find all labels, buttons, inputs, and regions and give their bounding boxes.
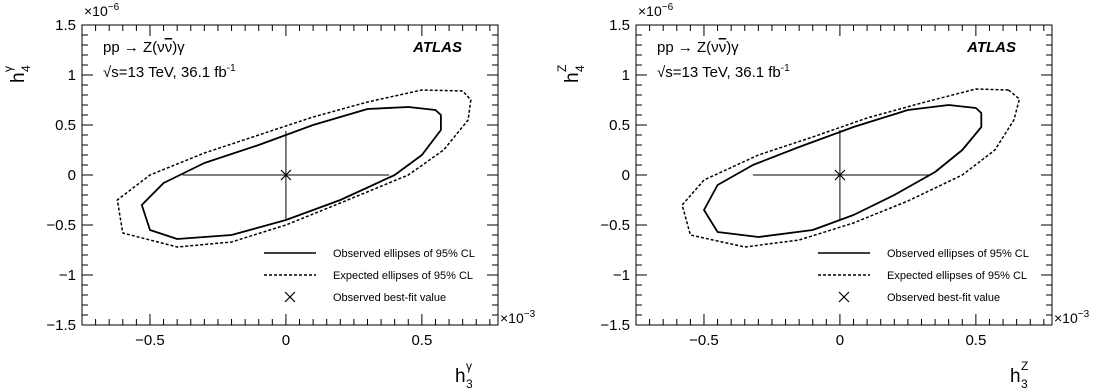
y-axis-title-sup: γ (1, 66, 15, 72)
x-axis-title-sub: 3 (1021, 377, 1028, 391)
legend-entry: Observed ellipses of 95% CL (818, 248, 1029, 260)
legend-label: Observed ellipses of 95% CL (333, 248, 475, 260)
x-axis-title-base: h (1010, 366, 1021, 387)
legend-entry: Observed best-fit value (284, 291, 446, 304)
best-fit-marker (834, 169, 846, 181)
y-tick-label: 0 (68, 167, 76, 184)
y-axis-title: hγ 4 (1, 65, 33, 83)
y-tick-label: −1 (613, 267, 630, 284)
y-axis-title-sub: 4 (573, 65, 587, 72)
observed-contour (703, 104, 983, 238)
x-axis-title-sub: 3 (466, 377, 473, 391)
y-tick-label: 0.5 (609, 117, 630, 134)
x-axis-title: h γ 3 (455, 359, 473, 391)
y-tick-label: −0.5 (600, 217, 630, 234)
x-axis-title-base: h (455, 366, 466, 387)
atlas-label: ATLAS (412, 39, 462, 56)
legend-entry: Expected ellipses of 95% CL (264, 270, 473, 282)
legend-label: Expected ellipses of 95% CL (333, 270, 473, 282)
energy-label: √s=13 TeV, 36.1 fb-1 (103, 63, 236, 81)
x-axis-title-sup: Z (1021, 359, 1028, 373)
x-tick-label: 0 (836, 332, 844, 349)
legend-label: Observed best-fit value (887, 292, 1000, 304)
energy-label: √s=13 TeV, 36.1 fb-1 (657, 63, 790, 81)
x-multiplier: ×10−3 (1054, 309, 1090, 326)
y-axis-title-sub: 4 (19, 65, 33, 72)
y-axis-title-base: h (8, 72, 29, 83)
x-tick-label: 0 (282, 332, 290, 349)
process-label: pp → Z(νν)γ (103, 39, 185, 56)
best-fit-stroke (834, 169, 846, 181)
x-tick-label: 0.5 (965, 332, 986, 349)
x-axis-title-sup: γ (466, 359, 472, 373)
process-label: pp → Z(νν)γ (657, 39, 739, 56)
y-multiplier: ×10−6 (84, 2, 120, 19)
best-fit-marker (280, 169, 292, 181)
y-tick-label: −0.5 (46, 217, 76, 234)
expected-contour (116, 89, 472, 248)
x-tick-label: −0.5 (135, 332, 165, 349)
y-tick-label: 0.5 (55, 117, 76, 134)
x-axis-title: h Z 3 (1010, 359, 1028, 391)
legend-label: Observed best-fit value (333, 292, 446, 304)
panel-gamma: −1.5−1−0.500.511.5−0.5 0 0.5×10−6×10−3h γ3h… (1, 2, 536, 391)
y-tick-label: −1.5 (600, 317, 630, 334)
y-tick-label: −1.5 (46, 317, 76, 334)
legend-label: Expected ellipses of 95% CL (887, 270, 1027, 282)
y-axis-title-sup: Z (555, 65, 569, 72)
y-tick-label: 1 (622, 67, 630, 84)
legend-entry: Expected ellipses of 95% CL (818, 270, 1027, 282)
legend-entry: Observed ellipses of 95% CL (264, 248, 475, 260)
y-tick-label: −1 (59, 267, 76, 284)
x-tick-label: 0.5 (411, 332, 432, 349)
y-tick-label: 0 (622, 167, 630, 184)
y-axis-title-base: h (562, 72, 583, 83)
legend-label: Observed ellipses of 95% CL (887, 248, 1029, 260)
y-multiplier: ×10−6 (638, 2, 674, 19)
x-multiplier: ×10−3 (500, 309, 536, 326)
x-tick-label: −0.5 (689, 332, 719, 349)
y-tick-label: 1.5 (55, 17, 76, 34)
y-tick-label: 1 (68, 67, 76, 84)
legend-entry: Observed best-fit value (838, 291, 1000, 304)
legend-cross (284, 291, 296, 303)
expected-contour (681, 88, 1021, 248)
atlas-label: ATLAS (966, 39, 1016, 56)
observed-contour (140, 106, 442, 240)
y-tick-label: 1.5 (609, 17, 630, 34)
panel-Z: −1.5−1−0.500.511.5−0.5 0 0.5×10−6×10−3h Z3h… (555, 2, 1090, 391)
legend-cross (838, 291, 850, 303)
y-axis-title: hZ 4 (555, 65, 587, 83)
best-fit-stroke (280, 169, 292, 181)
